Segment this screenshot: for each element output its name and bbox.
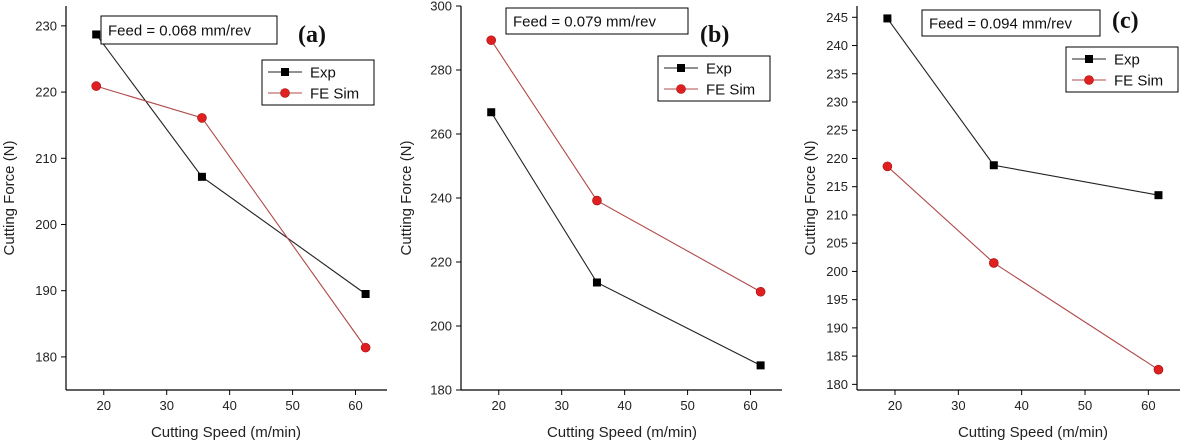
series-line-exp: [490, 111, 761, 366]
data-point-fe-sim: [755, 286, 766, 297]
y-tick-label: 240: [826, 38, 848, 53]
y-tick-label: 190: [826, 320, 848, 335]
legend-marker-exp: [677, 64, 685, 72]
y-tick-label: 200: [35, 217, 57, 232]
legend-box: [657, 55, 771, 102]
series-line-fe-sim: [96, 85, 367, 348]
legend-label: FE Sim: [310, 86, 359, 103]
data-point-exp: [361, 290, 370, 298]
chart-panel-b: 20 30 40 50 60 180 200 220 240 260 280 300 Cutting S…: [398, 0, 782, 441]
x-tick-label: 20: [492, 398, 506, 413]
y-tick-label: 220: [826, 151, 848, 166]
data-point-exp: [487, 108, 496, 117]
chart-panel-c: 20 30 40 50 60 180 185 190 195 200 205 210 215 220 225…: [802, 6, 1180, 441]
series-line-fe-sim: [887, 165, 1159, 371]
y-tick-label: 200: [826, 264, 848, 279]
y-tick-label: 300: [430, 0, 452, 14]
x-tick-label: 30: [554, 398, 568, 413]
y-axis-title: Cutting Force (N): [398, 140, 415, 255]
x-tick-label: 60: [348, 398, 362, 413]
legend-label: Exp: [310, 65, 336, 82]
y-tick-label: 245: [826, 10, 848, 25]
chart-panel-a: 20 30 40 50 60 180 190 200 210 220 230 Cutting Spee…: [1, 6, 387, 441]
series-line-exp: [886, 18, 1159, 196]
y-tick-label: 225: [826, 123, 848, 138]
data-point-fe-sim: [882, 161, 893, 172]
x-tick-label: 20: [97, 398, 111, 413]
x-axis-title: Cutting Speed (m/min): [958, 424, 1108, 441]
data-point-fe-sim: [360, 342, 371, 353]
y-tick-label: 220: [430, 255, 452, 270]
x-tick-label: 50: [285, 398, 299, 413]
y-tick-label: 210: [826, 207, 848, 222]
feed-annotation-box: [921, 9, 1101, 37]
x-tick-label: 40: [222, 398, 236, 413]
y-tick-label: 210: [35, 151, 57, 166]
x-axis-title: Cutting Speed (m/min): [547, 424, 697, 441]
data-point-fe-sim: [91, 81, 102, 91]
legend-marker-fe-sim: [280, 88, 290, 98]
data-point-exp: [1154, 191, 1163, 200]
y-tick-label: 240: [430, 191, 452, 206]
x-axis-title: Cutting Speed (m/min): [151, 424, 301, 441]
y-tick-label: 185: [826, 349, 848, 364]
x-tick-label: 40: [1014, 398, 1028, 413]
data-point-fe-sim: [988, 258, 999, 268]
panel-label: (a): [298, 22, 326, 48]
x-tick-label: 50: [680, 398, 694, 413]
legend-box: [261, 59, 375, 106]
y-tick-label: 280: [430, 63, 452, 78]
feed-annotation: Feed = 0.079 mm/rev: [513, 14, 656, 31]
legend-marker-fe-sim: [676, 84, 686, 94]
data-point-exp: [592, 278, 601, 287]
legend-box: [1065, 46, 1179, 93]
y-axis-title: Cutting Force (N): [1, 140, 18, 255]
x-tick-label: 30: [159, 398, 173, 413]
panel-label: (c): [1112, 8, 1139, 34]
x-tick-label: 30: [951, 398, 965, 413]
y-tick-label: 190: [35, 283, 57, 298]
legend-label: FE Sim: [1114, 73, 1163, 90]
y-tick-label: 180: [430, 383, 452, 398]
y-tick-label: 195: [826, 292, 848, 307]
x-tick-label: 60: [1141, 398, 1155, 413]
x-tick-label: 20: [888, 398, 902, 413]
y-tick-label: 220: [35, 85, 57, 100]
y-tick-label: 230: [35, 18, 57, 33]
y-tick-label: 260: [430, 127, 452, 142]
x-tick-label: 60: [743, 398, 757, 413]
legend-label: Exp: [1114, 52, 1140, 69]
data-point-fe-sim: [1153, 364, 1164, 375]
data-point-exp: [92, 30, 101, 39]
legend-marker-exp: [281, 68, 289, 76]
y-tick-label: 215: [826, 179, 848, 194]
y-tick-label: 180: [35, 349, 57, 364]
legend-marker-fe-sim: [1084, 75, 1094, 85]
y-tick-label: 235: [826, 66, 848, 81]
data-point-exp: [989, 161, 998, 170]
data-point-exp: [883, 14, 892, 23]
feed-annotation: Feed = 0.068 mm/rev: [108, 23, 251, 40]
data-point-exp: [756, 361, 765, 370]
feed-annotation: Feed = 0.094 mm/rev: [929, 16, 1072, 33]
data-point-fe-sim: [197, 113, 207, 123]
y-tick-label: 200: [430, 319, 452, 334]
feed-annotation-box: [100, 15, 278, 45]
y-tick-label: 180: [826, 377, 848, 392]
legend-marker-exp: [1085, 55, 1093, 63]
data-point-fe-sim: [486, 35, 497, 46]
y-tick-label: 205: [826, 236, 848, 251]
legend-label: FE Sim: [706, 82, 755, 99]
data-point-exp: [197, 172, 206, 181]
y-tick-label: 230: [826, 95, 848, 110]
x-tick-label: 50: [1078, 398, 1092, 413]
x-tick-label: 40: [617, 398, 631, 413]
feed-annotation-box: [505, 7, 689, 35]
panel-label: (b): [700, 22, 729, 48]
data-point-fe-sim: [592, 195, 602, 206]
legend-label: Exp: [706, 61, 732, 78]
y-axis-title: Cutting Force (N): [802, 140, 819, 255]
